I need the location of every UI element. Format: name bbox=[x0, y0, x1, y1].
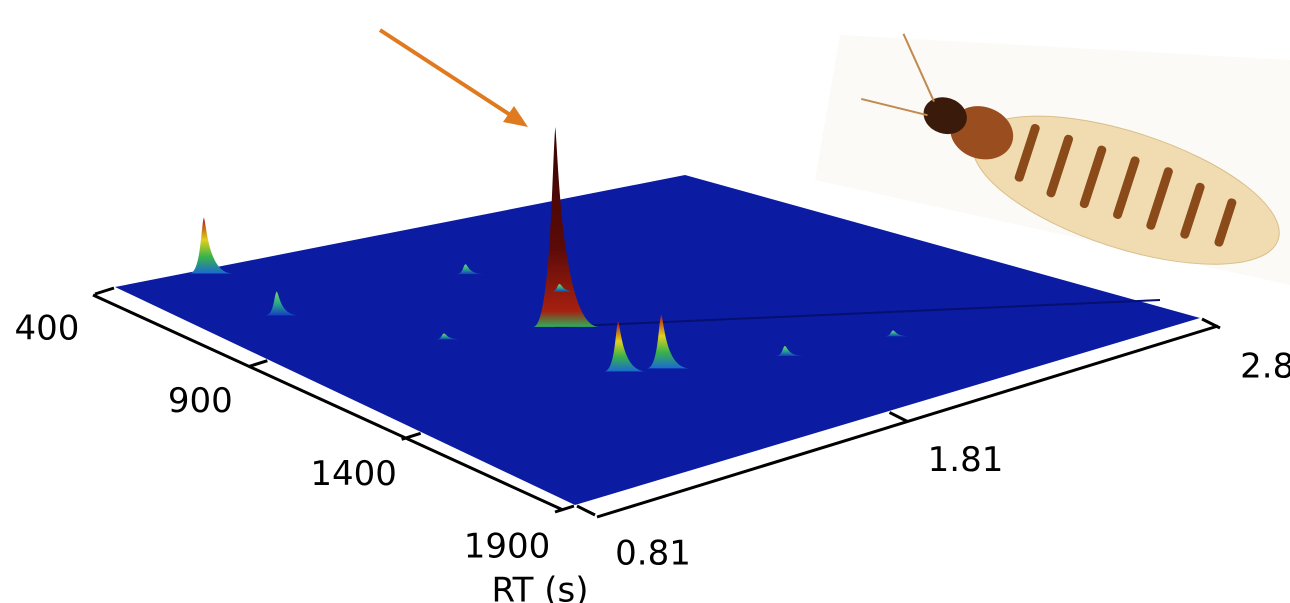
x-tick-label: 400 bbox=[15, 309, 80, 349]
x-tick bbox=[95, 288, 114, 294]
x-tick-label: 1400 bbox=[310, 454, 397, 494]
arrow bbox=[380, 30, 528, 127]
y-tick-label: 0.81 bbox=[615, 534, 691, 574]
x-tick-label: 900 bbox=[168, 381, 233, 421]
peak bbox=[189, 218, 232, 274]
y-tick-label: 2.81 bbox=[1240, 347, 1290, 387]
x-tick-label: 1900 bbox=[464, 527, 551, 567]
y-tick bbox=[890, 413, 908, 422]
y-tick bbox=[577, 506, 595, 515]
x-tick bbox=[248, 361, 267, 367]
chart: 400 900 1400 1900 0.81 1.81 2.81 RT (s) bbox=[0, 0, 1290, 603]
x-axis-label: RT (s) bbox=[492, 571, 589, 603]
y-tick-label: 1.81 bbox=[928, 440, 1004, 480]
